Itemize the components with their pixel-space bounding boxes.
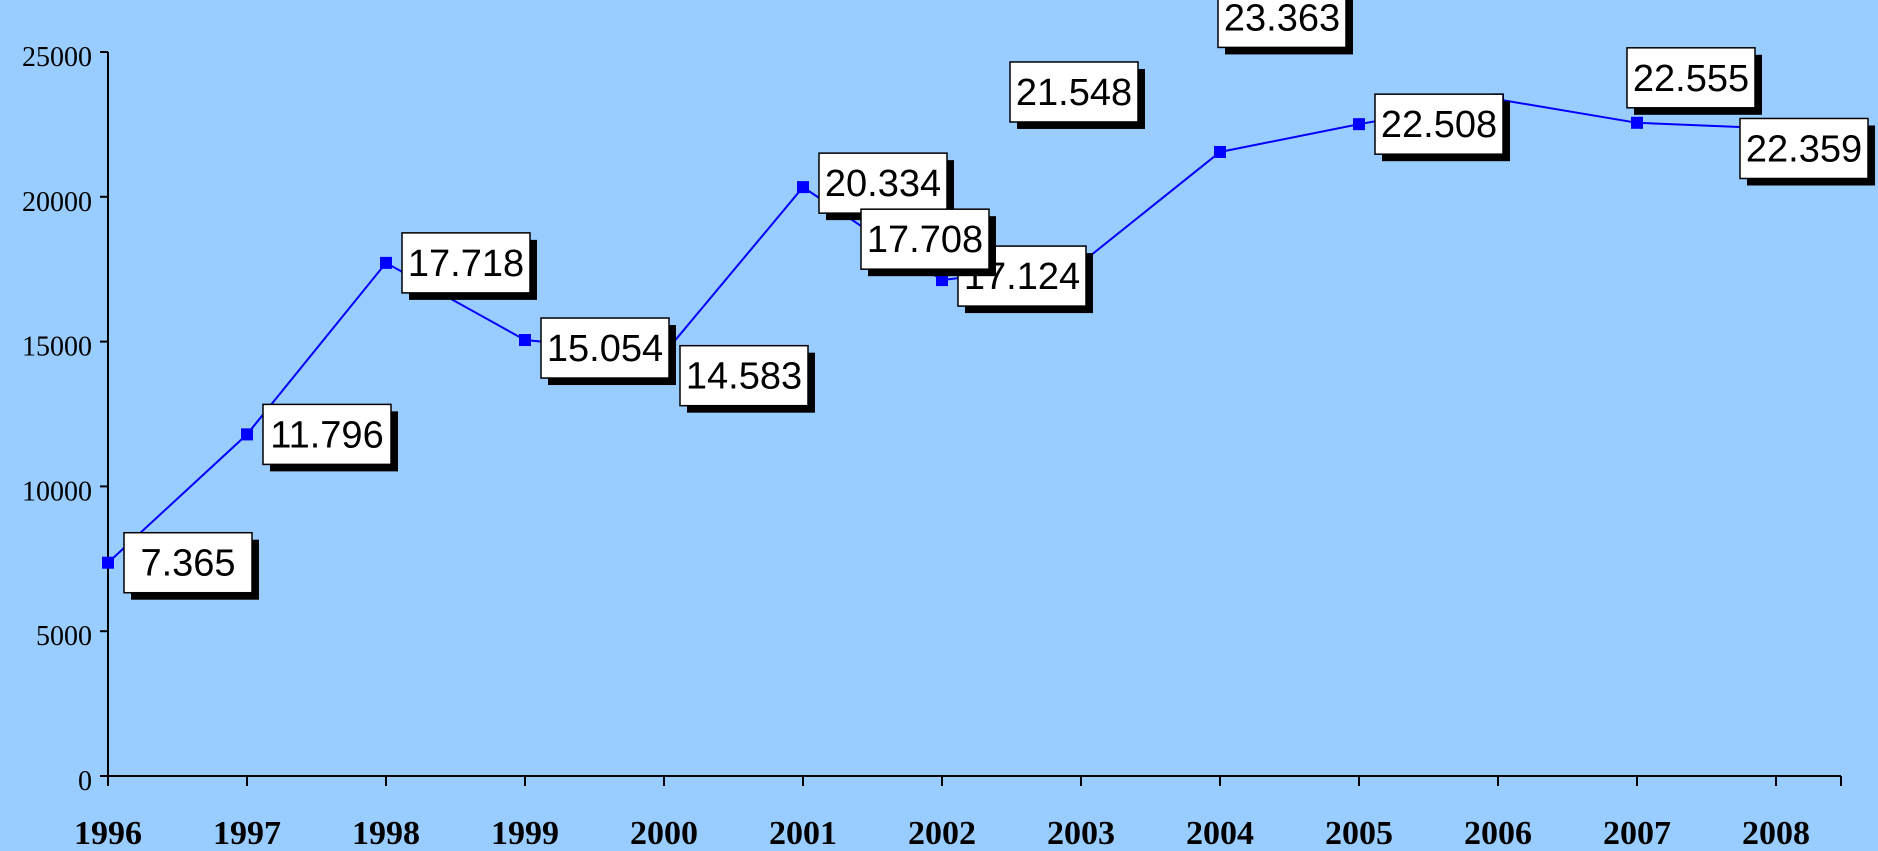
axes bbox=[100, 51, 1842, 786]
data-label: 21.548 bbox=[1016, 72, 1132, 114]
data-label-box bbox=[262, 403, 392, 466]
x-tick-label: 2002 bbox=[908, 815, 976, 851]
x-tick-label: 2000 bbox=[630, 815, 698, 851]
x-tick-label: 2003 bbox=[1047, 815, 1115, 851]
y-tick-label: 10000 bbox=[22, 476, 92, 507]
data-label: 17.708 bbox=[867, 219, 983, 261]
y-tick-label: 25000 bbox=[22, 42, 92, 73]
data-point bbox=[1631, 116, 1643, 129]
data-point bbox=[936, 274, 948, 287]
x-tick-label: 2004 bbox=[1186, 815, 1254, 851]
data-label-box bbox=[1217, 0, 1347, 49]
y-tick-label: 0 bbox=[78, 766, 92, 797]
data-label-box bbox=[1009, 61, 1139, 123]
y-tick-label: 5000 bbox=[36, 621, 92, 652]
data-labels: 7.36511.79617.71815.05414.58320.33417.12… bbox=[123, 0, 1875, 600]
data-label: 23.363 bbox=[1224, 0, 1340, 39]
data-label-box bbox=[540, 317, 670, 379]
x-tick-label: 1998 bbox=[352, 815, 420, 851]
x-tick-label: 1999 bbox=[491, 815, 559, 851]
data-point bbox=[1214, 145, 1226, 158]
data-label-box bbox=[1374, 93, 1504, 155]
y-tick-label: 15000 bbox=[22, 332, 92, 363]
data-point bbox=[241, 428, 253, 441]
data-label: 7.365 bbox=[140, 543, 235, 585]
tick-labels: 0 5000 10000 15000 20000 25000 1996 1997 1998 199… bbox=[22, 42, 1810, 851]
data-label-box bbox=[1626, 47, 1756, 109]
data-label: 17.718 bbox=[408, 243, 524, 285]
x-tick-label: 1996 bbox=[74, 815, 142, 851]
data-point bbox=[380, 256, 392, 269]
data-label-box bbox=[401, 232, 531, 294]
data-label: 11.796 bbox=[270, 414, 383, 456]
data-label: 22.359 bbox=[1746, 128, 1862, 170]
data-label-box bbox=[679, 344, 809, 407]
data-label: 14.583 bbox=[686, 356, 802, 398]
data-point bbox=[797, 181, 809, 194]
data-point bbox=[519, 334, 531, 347]
x-tick-label: 2006 bbox=[1464, 815, 1532, 851]
x-tick-label: 2005 bbox=[1325, 815, 1393, 851]
data-point bbox=[102, 556, 114, 569]
x-tick-label: 1997 bbox=[213, 815, 281, 851]
y-tick-label: 20000 bbox=[22, 187, 92, 218]
data-point bbox=[1353, 118, 1365, 131]
data-label: 22.555 bbox=[1633, 58, 1749, 100]
data-label-box bbox=[123, 531, 253, 594]
x-tick-label: 2007 bbox=[1603, 815, 1671, 851]
data-label-box bbox=[1739, 117, 1869, 180]
data-label: 22.508 bbox=[1381, 104, 1497, 146]
data-label: 20.334 bbox=[825, 163, 941, 205]
x-tick-label: 2001 bbox=[769, 815, 837, 851]
x-tick-label: 2008 bbox=[1742, 815, 1810, 851]
data-label-box bbox=[860, 208, 990, 270]
data-label: 15.054 bbox=[547, 328, 663, 370]
